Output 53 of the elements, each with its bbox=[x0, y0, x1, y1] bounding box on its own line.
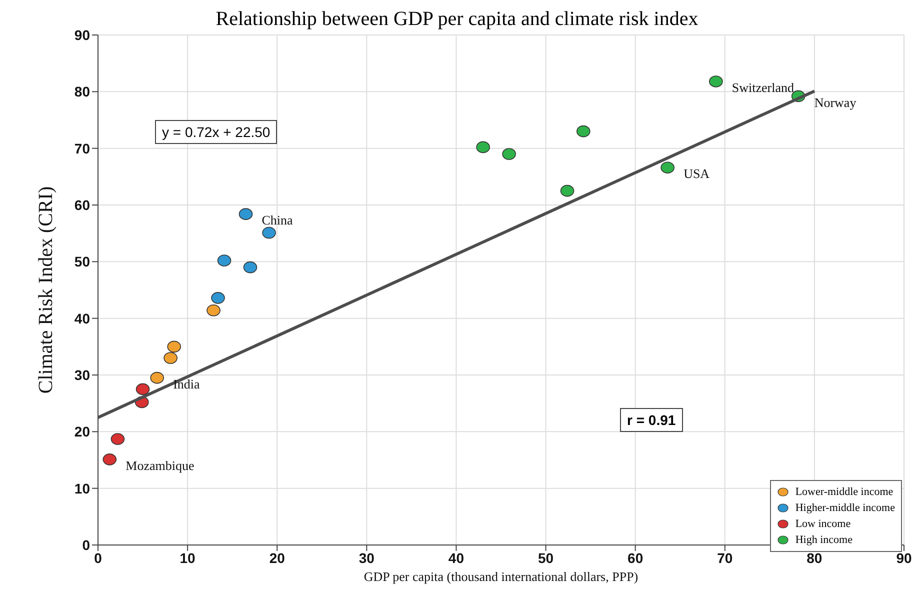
point bbox=[136, 383, 150, 396]
y-tick-label: 30 bbox=[74, 366, 90, 383]
y-tick-label: 80 bbox=[74, 84, 90, 100]
point bbox=[167, 340, 182, 353]
point bbox=[217, 254, 232, 266]
point bbox=[576, 125, 590, 138]
annotation: India bbox=[173, 376, 200, 392]
x-axis-title: GDP per capita (thousand international dollars, PPP) bbox=[364, 569, 638, 584]
annotation: Switzerland bbox=[732, 80, 795, 96]
annotation: China bbox=[262, 212, 294, 228]
y-tick-label: 60 bbox=[74, 196, 90, 213]
x-tick-label: 60 bbox=[628, 550, 644, 566]
x-tick-label: 10 bbox=[180, 550, 196, 566]
point bbox=[709, 76, 723, 88]
y-tick-label: 70 bbox=[74, 140, 90, 156]
y-tick-label: 50 bbox=[74, 254, 90, 270]
point bbox=[102, 454, 117, 466]
annotation: Mozambique bbox=[126, 458, 194, 474]
point bbox=[110, 433, 125, 445]
x-tick-label: 80 bbox=[806, 550, 822, 566]
annotation: Norway bbox=[814, 94, 857, 110]
point bbox=[502, 148, 516, 160]
y-tick-label: 0 bbox=[82, 536, 90, 553]
point bbox=[206, 304, 220, 316]
point bbox=[164, 352, 178, 364]
x-tick-label: 70 bbox=[717, 550, 733, 566]
legend-label: Low income bbox=[795, 517, 851, 532]
x-tick-label: 50 bbox=[538, 550, 554, 566]
y-axis-title: Climate Risk Index (CRI) bbox=[35, 186, 58, 394]
point bbox=[560, 184, 574, 197]
y-tick-label: 40 bbox=[74, 310, 90, 326]
point bbox=[150, 372, 164, 384]
legend-label: Lower-middle income bbox=[795, 485, 894, 500]
x-tick-label: 30 bbox=[358, 550, 375, 566]
annotation: USA bbox=[684, 166, 710, 182]
chart-title: Relationship between GDP per capita and climate risk index bbox=[216, 8, 698, 30]
point bbox=[476, 141, 490, 154]
y-tick-label: 20 bbox=[74, 424, 90, 440]
point bbox=[262, 226, 276, 239]
x-tick-label: 20 bbox=[269, 550, 286, 566]
point bbox=[660, 162, 674, 174]
annotation: r = 0.91 bbox=[620, 408, 683, 432]
point bbox=[238, 208, 253, 220]
legend-label: Higher-middle income bbox=[795, 501, 895, 516]
x-tick-label: 0 bbox=[94, 550, 102, 566]
y-tick-label: 90 bbox=[74, 26, 90, 43]
point bbox=[243, 261, 258, 274]
x-tick-label: 90 bbox=[896, 550, 912, 566]
legend-label: High income bbox=[795, 533, 852, 548]
point bbox=[211, 292, 225, 304]
x-tick-label: 40 bbox=[448, 550, 464, 566]
annotation: y = 0.72x + 22.50 bbox=[155, 120, 278, 144]
y-tick-label: 10 bbox=[74, 480, 90, 496]
